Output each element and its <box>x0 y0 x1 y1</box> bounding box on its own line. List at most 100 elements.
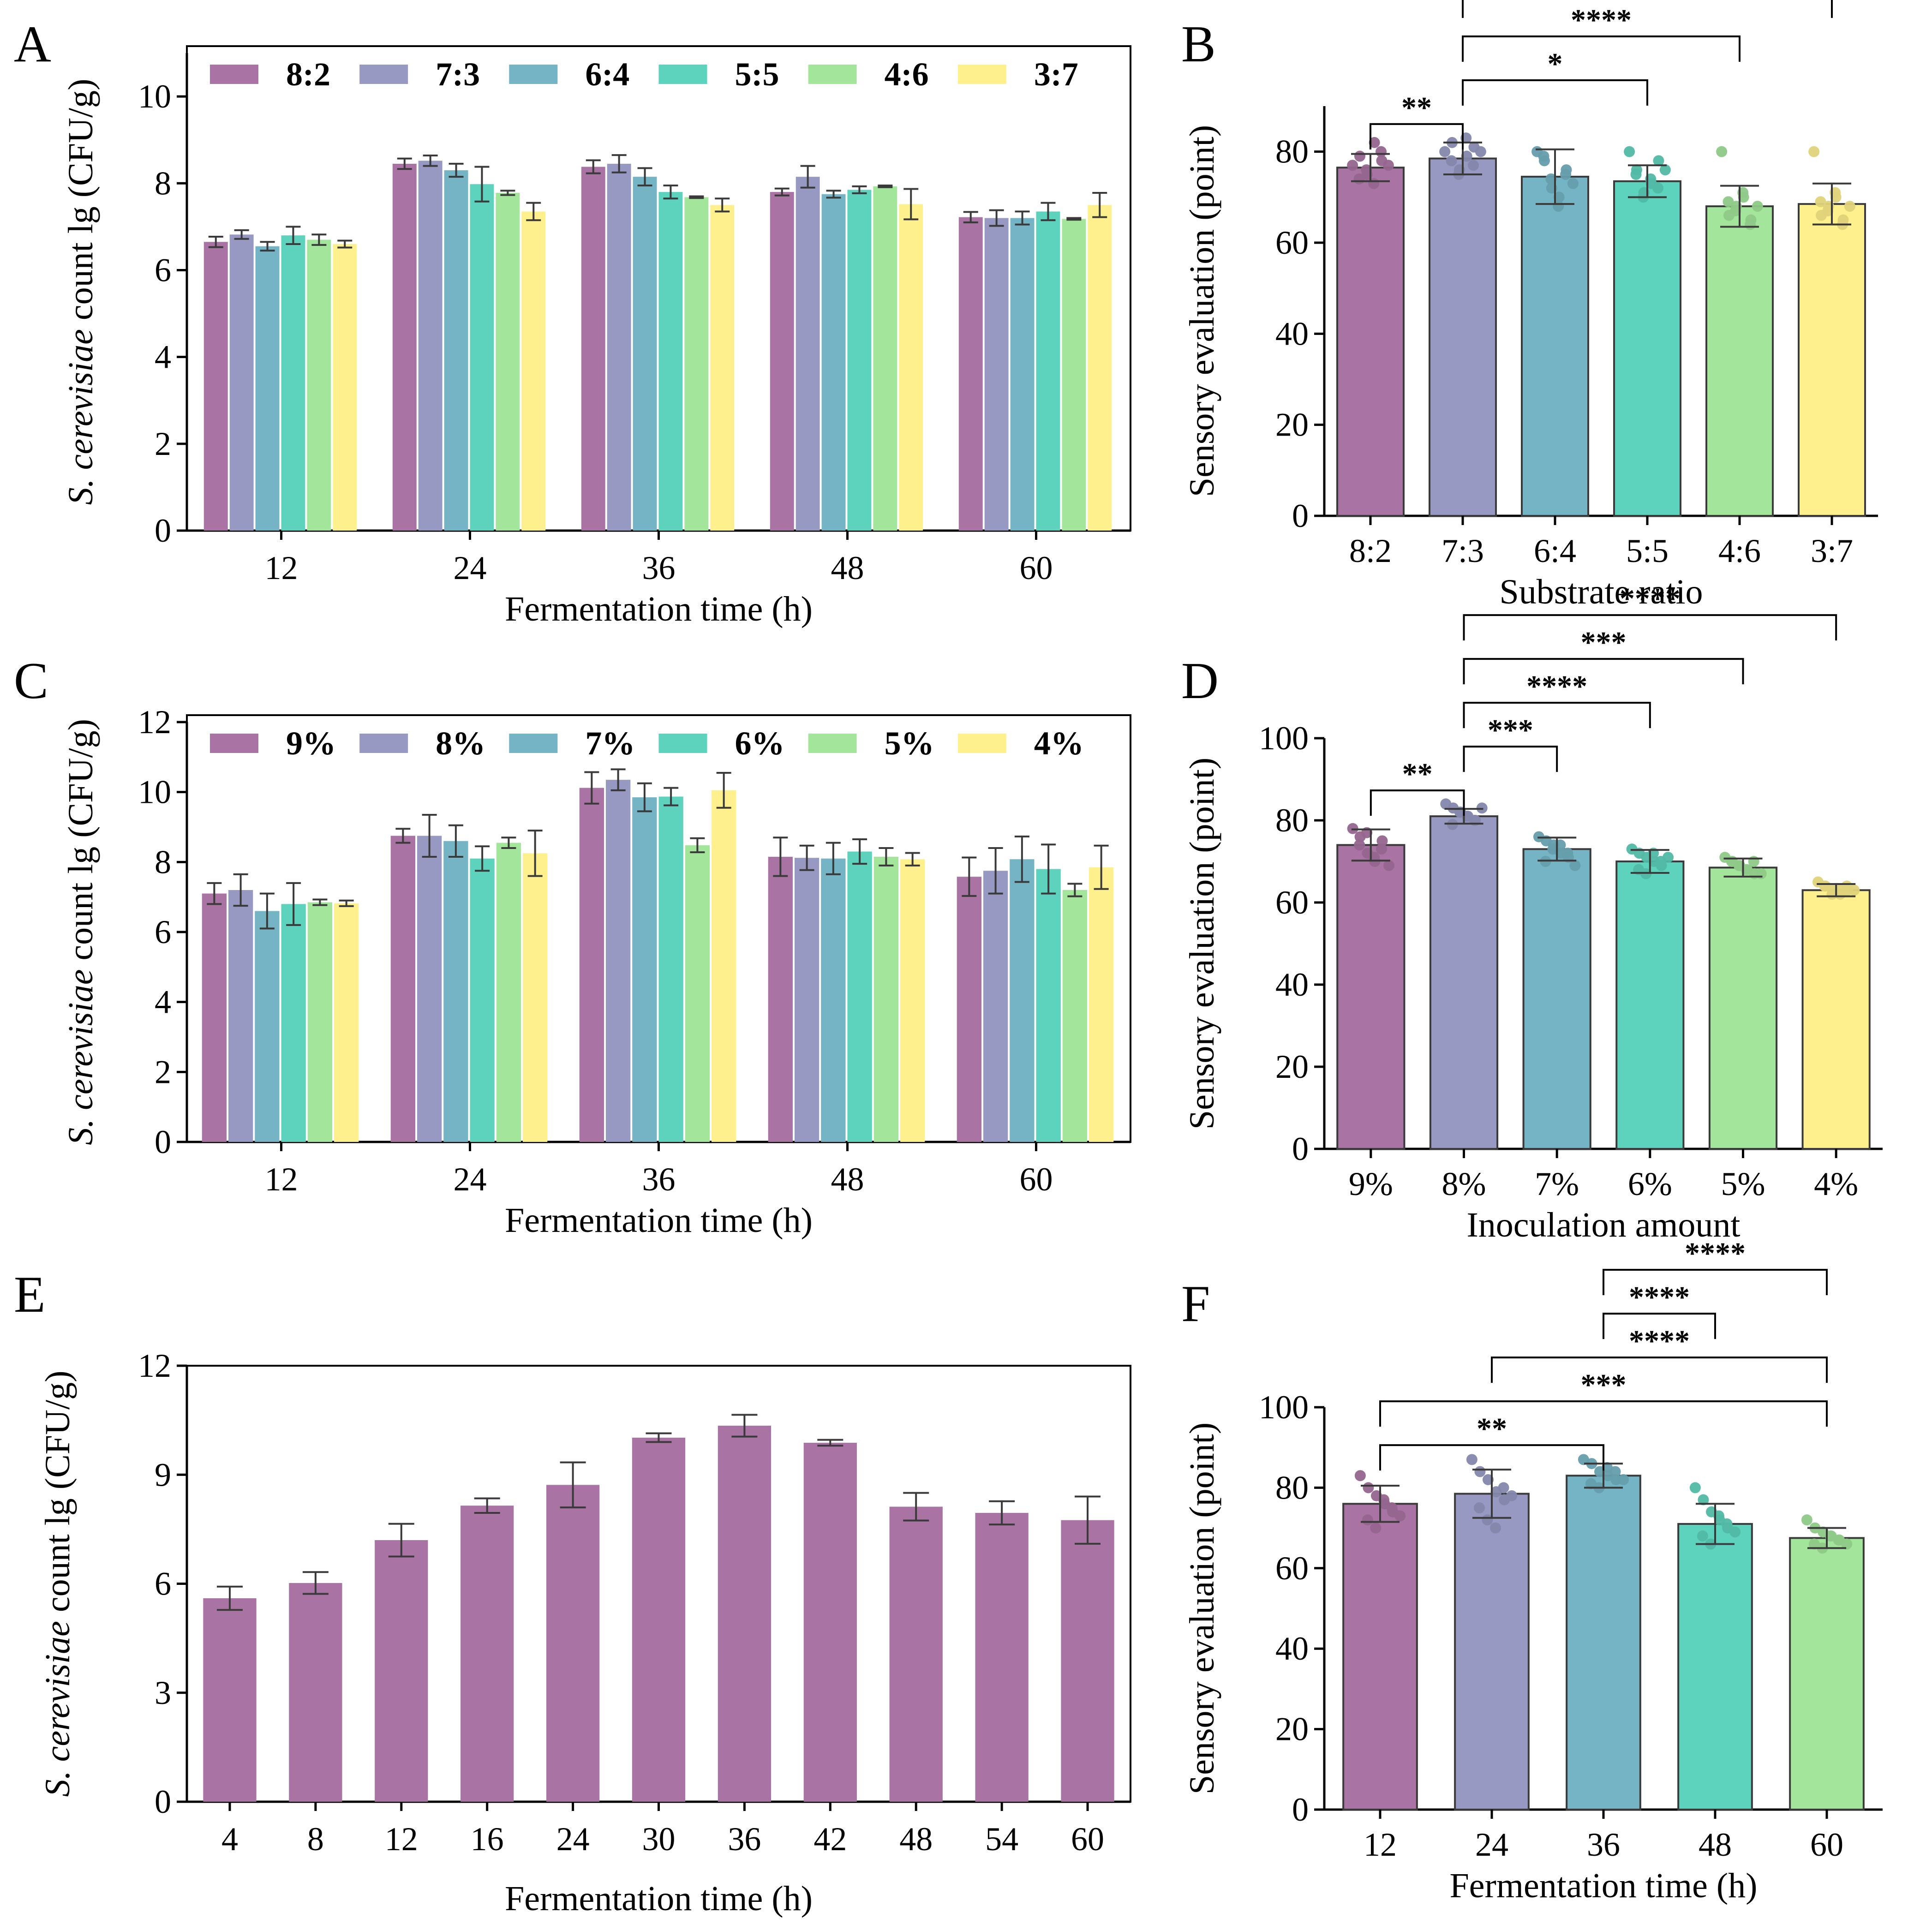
point-F-12-8 <box>1386 1502 1398 1513</box>
x-tick-label-E-0: 4 <box>221 1821 238 1858</box>
bar-C-12-8% <box>228 890 253 1142</box>
point-B-7:3-9 <box>1475 146 1486 157</box>
x-tick-label-B-1: 7:3 <box>1442 532 1484 569</box>
point-D-9%-9 <box>1383 860 1395 871</box>
y-tick-label-C-4: 8 <box>155 843 171 880</box>
y-tick-label-B-2: 40 <box>1275 315 1309 352</box>
point-B-6:4-8 <box>1560 169 1572 180</box>
bar-A-12-3:7 <box>333 244 357 531</box>
bar-C-12-6% <box>281 904 306 1142</box>
bar-C-12-4% <box>334 903 359 1142</box>
bar-E-54 <box>975 1512 1029 1802</box>
bar-D-6% <box>1615 860 1685 1150</box>
y-tick-label-D-4: 80 <box>1275 802 1309 839</box>
point-B-7:3-8 <box>1468 160 1479 171</box>
bar-A-60-6:4 <box>1010 218 1035 531</box>
bar-D-7% <box>1522 848 1591 1150</box>
y-tick-label-F-2: 40 <box>1275 1630 1309 1667</box>
sig-bracket-F-2 <box>1491 1356 1828 1383</box>
bar-A-24-7:3 <box>418 161 443 531</box>
bar-A-24-3:7 <box>521 211 546 531</box>
x-tick-label-D-5: 4% <box>1814 1165 1858 1202</box>
y-tick-label-F-5: 100 <box>1259 1389 1309 1426</box>
x-tick-label-E-5: 30 <box>642 1821 676 1858</box>
bar-F-60 <box>1789 1537 1865 1810</box>
bar-A-36-8:2 <box>581 167 605 531</box>
x-tick-label-E-9: 54 <box>985 1821 1018 1858</box>
sig-bracket-B-2 <box>1462 35 1741 62</box>
x-tick-label-E-2: 12 <box>385 1821 418 1858</box>
bar-C-36-7% <box>632 797 657 1142</box>
bar-A-12-8:2 <box>203 242 228 531</box>
point-F-48-1 <box>1698 1494 1709 1506</box>
legend-label-A-1: 7:3 <box>436 56 480 93</box>
point-F-12-9 <box>1394 1510 1406 1522</box>
bar-E-8 <box>289 1583 342 1802</box>
point-F-48-9 <box>1729 1526 1741 1538</box>
x-tick-label-E-1: 8 <box>307 1821 324 1858</box>
bar-C-48-9% <box>768 856 793 1142</box>
x-tick-label-F-4: 60 <box>1810 1826 1843 1863</box>
bar-E-48 <box>889 1506 943 1802</box>
bar-C-60-5% <box>1062 890 1088 1142</box>
bar-A-60-7:3 <box>984 218 1009 531</box>
sig-label-F-1: *** <box>1581 1368 1627 1402</box>
y-tick-label-E-2: 6 <box>155 1566 171 1602</box>
y-axis-title-B: Sensory evaluation (point) <box>1183 125 1221 497</box>
x-axis-title-A: Fermentation time (h) <box>505 590 813 628</box>
y-tick-label-F-3: 60 <box>1275 1550 1309 1587</box>
y-tick-label-C-5: 10 <box>138 774 171 811</box>
bar-C-36-9% <box>579 788 604 1142</box>
point-B-7:3-0 <box>1439 146 1451 157</box>
bar-C-36-6% <box>658 796 683 1142</box>
bar-F-48 <box>1677 1523 1753 1810</box>
x-tick-label-E-6: 36 <box>728 1821 761 1858</box>
point-B-6:4-6 <box>1545 173 1557 185</box>
legend-label-A-0: 8:2 <box>286 56 330 93</box>
x-tick-label-E-7: 42 <box>813 1821 847 1858</box>
point-F-12-6 <box>1370 1522 1382 1534</box>
x-tick-label-A-1: 24 <box>454 550 487 586</box>
legend-swatch-A-4 <box>808 65 857 84</box>
point-B-5:5-9 <box>1659 164 1671 176</box>
x-axis-title-E: Fermentation time (h) <box>505 1879 813 1918</box>
point-B-3:7-9 <box>1844 201 1855 212</box>
y-tick-label-A-2: 4 <box>155 339 171 376</box>
sig-label-F-2: **** <box>1629 1324 1690 1358</box>
bar-C-60-7% <box>1010 859 1035 1142</box>
sig-bracket-B-0 <box>1370 123 1464 149</box>
bar-B-4:6 <box>1705 205 1774 517</box>
x-tick-label-B-2: 6:4 <box>1534 532 1576 569</box>
point-B-3:7-0 <box>1808 146 1820 157</box>
legend-label-A-5: 3:7 <box>1034 56 1078 93</box>
x-tick-label-B-0: 8:2 <box>1349 532 1392 569</box>
sig-label-D-1: *** <box>1488 713 1533 747</box>
y-tick-label-B-3: 60 <box>1275 224 1309 261</box>
bar-F-36 <box>1566 1475 1641 1810</box>
y-tick-label-C-2: 4 <box>155 984 171 1021</box>
y-tick-label-C-0: 0 <box>155 1123 171 1160</box>
bar-C-24-6% <box>470 858 495 1142</box>
sig-label-D-2: **** <box>1526 669 1587 703</box>
bar-C-36-4% <box>712 790 736 1142</box>
bar-A-24-8:2 <box>392 163 417 531</box>
bar-A-36-4:6 <box>684 197 709 531</box>
point-B-3:7-6 <box>1822 205 1834 216</box>
panel-letter-c: C <box>14 652 48 710</box>
sig-bracket-D-4 <box>1463 614 1837 641</box>
point-B-8:2-3 <box>1369 137 1380 148</box>
bar-C-24-4% <box>523 853 548 1142</box>
legend-swatch-A-0 <box>210 65 258 84</box>
point-F-12-1 <box>1363 1482 1374 1494</box>
bar-E-12 <box>375 1540 428 1802</box>
x-tick-label-B-3: 5:5 <box>1626 532 1669 569</box>
point-B-7:3-3 <box>1461 150 1472 162</box>
legend-label-C-0: 9% <box>286 725 336 762</box>
legend-swatch-C-0 <box>210 734 258 753</box>
bar-C-48-6% <box>847 851 872 1142</box>
bar-C-24-5% <box>496 843 521 1142</box>
sig-label-D-0: ** <box>1402 757 1433 791</box>
x-tick-label-D-2: 7% <box>1535 1165 1579 1202</box>
bar-C-48-4% <box>900 859 925 1142</box>
